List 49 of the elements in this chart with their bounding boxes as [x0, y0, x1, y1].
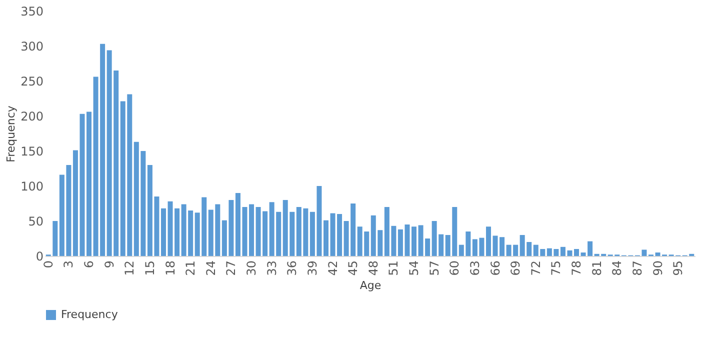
- bar: [486, 226, 491, 256]
- x-tick-label: 48: [366, 260, 380, 276]
- x-tick-label: 63: [468, 260, 482, 276]
- legend-label: Frequency: [61, 308, 118, 321]
- y-tick-label: 300: [20, 40, 44, 54]
- x-tick-label: 75: [549, 260, 564, 276]
- bar: [323, 220, 328, 256]
- x-tick-label: 42: [326, 260, 340, 276]
- x-tick-label: 30: [244, 260, 259, 276]
- x-tick-label: 57: [427, 260, 442, 276]
- x-tick-label: 6: [82, 260, 96, 268]
- y-axis-title: Frequency: [4, 105, 18, 162]
- x-tick-label: 60: [448, 260, 462, 276]
- bar: [249, 204, 254, 256]
- y-tick-label: 250: [20, 74, 44, 88]
- bar: [574, 249, 580, 256]
- x-tick-label: 87: [630, 260, 644, 276]
- bar: [160, 208, 166, 256]
- x-tick-label: 3: [62, 260, 76, 268]
- x-tick-label: 24: [204, 260, 218, 276]
- x-tick-label: 78: [570, 260, 584, 276]
- bar: [412, 226, 417, 256]
- x-tick-label: 12: [122, 260, 137, 276]
- x-tick-label: 27: [224, 260, 238, 276]
- y-tick-label: 100: [20, 180, 44, 194]
- x-tick-label: 90: [650, 260, 665, 276]
- bar: [86, 112, 92, 256]
- x-tick-label: 36: [285, 260, 300, 276]
- x-tick-label: 84: [610, 260, 624, 276]
- x-tick-label: 0: [41, 260, 56, 268]
- y-tick-label: 350: [20, 4, 44, 18]
- x-tick-label: 72: [528, 260, 543, 276]
- x-tick-label: 15: [142, 260, 157, 276]
- x-tick-label: 51: [386, 260, 401, 276]
- x-tick-label: 69: [508, 260, 523, 276]
- x-tick-label: 45: [346, 260, 360, 276]
- x-tick-label: 81: [590, 260, 604, 276]
- x-tick-label: 66: [488, 260, 502, 276]
- y-tick-label: 150: [20, 144, 44, 158]
- x-tick-label: 18: [163, 260, 178, 276]
- y-tick-label: 200: [20, 110, 44, 124]
- x-tick-label: 9: [102, 260, 116, 268]
- x-axis-title: Age: [360, 278, 382, 292]
- y-tick-label: 50: [28, 214, 44, 228]
- x-tick-label: 95: [671, 260, 686, 276]
- x-tick-label: 33: [264, 260, 279, 276]
- x-tick-label: 21: [184, 260, 198, 276]
- x-tick-label: 39: [305, 260, 320, 276]
- x-tick-label: 54: [407, 260, 422, 276]
